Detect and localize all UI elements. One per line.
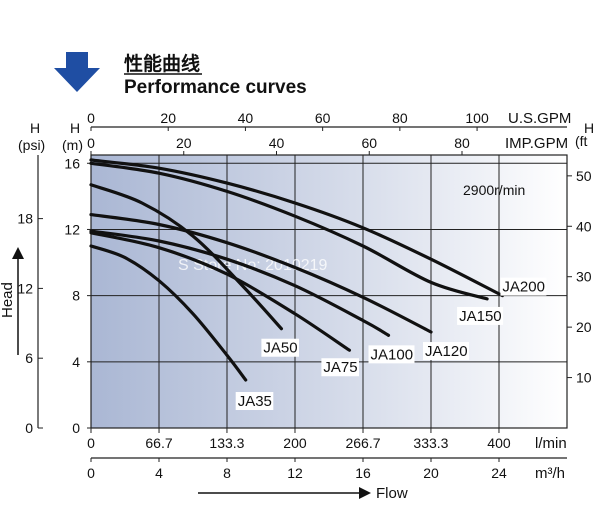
usgpm-tick-label: 100 xyxy=(465,110,489,126)
ft-tick-label: 20 xyxy=(576,319,592,335)
curve-label-ja35: JA35 xyxy=(238,393,272,410)
curve-label-ja50: JA50 xyxy=(263,340,297,357)
curve-label-bg xyxy=(423,342,469,361)
impgpm-axis-label: IMP.GPM xyxy=(505,135,568,152)
psi-axis-label-unit: (psi) xyxy=(18,137,45,153)
m3h-tick-label: 12 xyxy=(287,465,303,481)
m3h-tick-label: 8 xyxy=(223,465,231,481)
usgpm-axis-label: U.S.GPM xyxy=(508,110,571,127)
psi-tick-label: 12 xyxy=(17,280,33,296)
lmin-tick-label: 200 xyxy=(283,435,307,451)
flow-lmin-axis-label: l/min xyxy=(535,435,567,452)
flow-m3h-axis-label: m³/h xyxy=(535,465,565,482)
impgpm-tick-label: 20 xyxy=(176,135,192,151)
plot-frame xyxy=(90,154,568,429)
curve-label-ja75: JA75 xyxy=(323,359,357,376)
head-m-axis-label-unit: (m) xyxy=(62,137,83,153)
curve-ja75 xyxy=(89,231,351,352)
curve-ja50 xyxy=(89,183,283,331)
curves xyxy=(89,158,504,382)
curve-ja150 xyxy=(89,161,489,301)
m3h-tick-label: 16 xyxy=(355,465,371,481)
curve-label-ja100: JA100 xyxy=(371,346,414,363)
curve-label-bg xyxy=(321,358,359,377)
head-m-axis-label-h: H xyxy=(70,120,80,136)
head-ft-axis-label: (ft xyxy=(575,133,588,149)
impgpm-tick-label: 0 xyxy=(87,135,95,151)
ft-tick-label: 10 xyxy=(576,370,592,386)
curve-label-ja120: JA120 xyxy=(425,343,468,360)
head-m-tick-label: 12 xyxy=(64,221,80,237)
usgpm-tick-label: 80 xyxy=(392,110,408,126)
curve-ja100 xyxy=(89,229,391,337)
curve-ja120 xyxy=(89,213,433,334)
lmin-tick-label: 400 xyxy=(487,435,511,451)
curve-label-bg xyxy=(500,277,547,296)
impgpm-tick-label: 80 xyxy=(454,135,470,151)
speed-annotation: 2900r/min xyxy=(463,182,525,198)
curve-label-bg xyxy=(457,306,504,325)
head-m-tick-label: 8 xyxy=(72,288,80,304)
m3h-tick-label: 24 xyxy=(491,465,507,481)
lmin-tick-label: 0 xyxy=(87,435,95,451)
usgpm-tick-label: 0 xyxy=(87,110,95,126)
m3h-tick-label: 0 xyxy=(87,465,95,481)
impgpm-tick-label: 60 xyxy=(361,135,377,151)
head-m-tick-label: 0 xyxy=(72,420,80,436)
flow-axis-title: Flow xyxy=(376,485,408,502)
impgpm-axis: 0 20 40 60 80 xyxy=(87,135,470,155)
lmin-tick-label: 133.3 xyxy=(209,435,244,451)
psi-tick-label: 0 xyxy=(25,420,33,436)
m3h-tick-label: 4 xyxy=(155,465,163,481)
curve-label-bg xyxy=(261,338,299,357)
psi-axis-label-h: H xyxy=(30,120,40,136)
head-m-axis: 0 4 8 12 16 xyxy=(64,155,91,436)
curve-label-bg xyxy=(368,345,415,364)
lmin-tick-label: 66.7 xyxy=(145,435,172,451)
impgpm-tick-label: 40 xyxy=(269,135,285,151)
title-chinese: 性能曲线 xyxy=(124,52,200,75)
head-ft-axis: 10 20 30 40 50 xyxy=(567,168,592,386)
head-axis-title: Head xyxy=(0,282,16,318)
usgpm-tick-label: 20 xyxy=(160,110,176,126)
usgpm-tick-label: 60 xyxy=(315,110,331,126)
curve-label-ja200: JA200 xyxy=(502,279,545,296)
m3h-tick-label: 20 xyxy=(423,465,439,481)
head-m-tick-label: 16 xyxy=(64,155,80,171)
usgpm-axis: 0 20 40 60 80 100 xyxy=(87,110,489,131)
curve-ja35 xyxy=(89,244,248,382)
psi-tick-label: 6 xyxy=(25,350,33,366)
psi-tick-label: 18 xyxy=(17,211,33,227)
title-english: Performance curves xyxy=(124,77,307,98)
usgpm-tick-label: 40 xyxy=(238,110,254,126)
curve-label-ja150: JA150 xyxy=(459,308,502,325)
flow-m3h-axis: 0 4 8 12 16 20 24 xyxy=(87,458,507,481)
ft-tick-label: 50 xyxy=(576,168,592,184)
curve-ja200 xyxy=(89,158,504,298)
flow-lmin-axis: 0 66.7 133.3 200 266.7 333.3 400 xyxy=(87,428,511,451)
head-ft-axis-label-h: H xyxy=(584,120,594,136)
head-m-tick-label: 4 xyxy=(72,354,80,370)
curve-label-bg xyxy=(235,392,274,411)
header-logo-arrow xyxy=(54,52,100,92)
ft-tick-label: 30 xyxy=(576,269,592,285)
lmin-tick-label: 266.7 xyxy=(345,435,380,451)
ft-tick-label: 40 xyxy=(576,218,592,234)
psi-axis: 0 6 12 18 xyxy=(17,211,43,436)
lmin-tick-label: 333.3 xyxy=(413,435,448,451)
